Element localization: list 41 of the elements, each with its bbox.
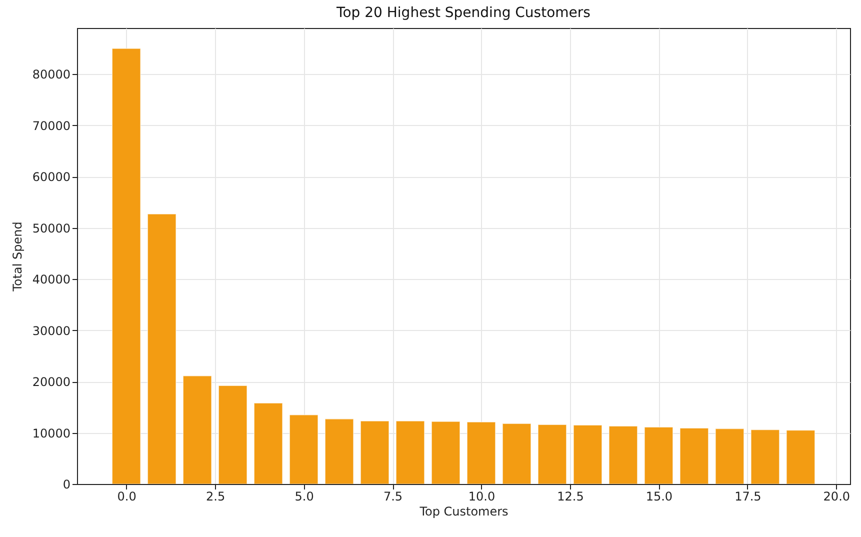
bar bbox=[360, 420, 390, 484]
bar bbox=[680, 428, 709, 484]
bar bbox=[147, 214, 176, 484]
x-tick-label: 0.0 bbox=[117, 490, 136, 504]
x-tick-label: 17.5 bbox=[734, 490, 762, 504]
bar bbox=[502, 423, 532, 484]
y-tick-label: 70000 bbox=[32, 118, 70, 133]
y-tick-label: 40000 bbox=[32, 272, 70, 287]
bar bbox=[608, 426, 638, 484]
chart-title: Top 20 Highest Spending Customers bbox=[336, 5, 590, 21]
x-tick-label: 2.5 bbox=[206, 490, 226, 504]
x-tick-label: 10.0 bbox=[468, 490, 496, 504]
bar bbox=[750, 429, 780, 484]
bar bbox=[289, 414, 318, 484]
y-axis-title: Total Spend bbox=[10, 222, 24, 292]
y-tick-label: 60000 bbox=[32, 170, 70, 184]
bar bbox=[786, 430, 816, 484]
bar bbox=[182, 375, 212, 484]
x-axis-title: Top Customers bbox=[418, 504, 508, 518]
y-tick-label: 30000 bbox=[32, 324, 70, 338]
bar bbox=[218, 385, 248, 484]
x-tick-label: 15.0 bbox=[646, 490, 673, 504]
y-tick-label: 80000 bbox=[32, 68, 70, 82]
bar bbox=[112, 48, 141, 484]
bar bbox=[431, 421, 460, 484]
x-tick-label: 12.5 bbox=[557, 490, 584, 504]
bar bbox=[644, 426, 674, 484]
y-tick-label: 20000 bbox=[32, 375, 70, 390]
bar bbox=[466, 422, 496, 484]
y-tick-label: 50000 bbox=[32, 221, 70, 236]
bar bbox=[715, 428, 744, 484]
y-tick-label: 0 bbox=[62, 478, 70, 492]
x-tick-label: 5.0 bbox=[294, 490, 314, 504]
bar bbox=[254, 402, 283, 484]
bar bbox=[573, 424, 602, 484]
bar bbox=[396, 420, 425, 484]
x-tick-label: 7.5 bbox=[383, 490, 403, 504]
x-tick-label: 20.0 bbox=[823, 490, 850, 504]
bar bbox=[324, 418, 354, 484]
y-tick-label: 10000 bbox=[32, 426, 70, 440]
bar bbox=[538, 424, 567, 484]
